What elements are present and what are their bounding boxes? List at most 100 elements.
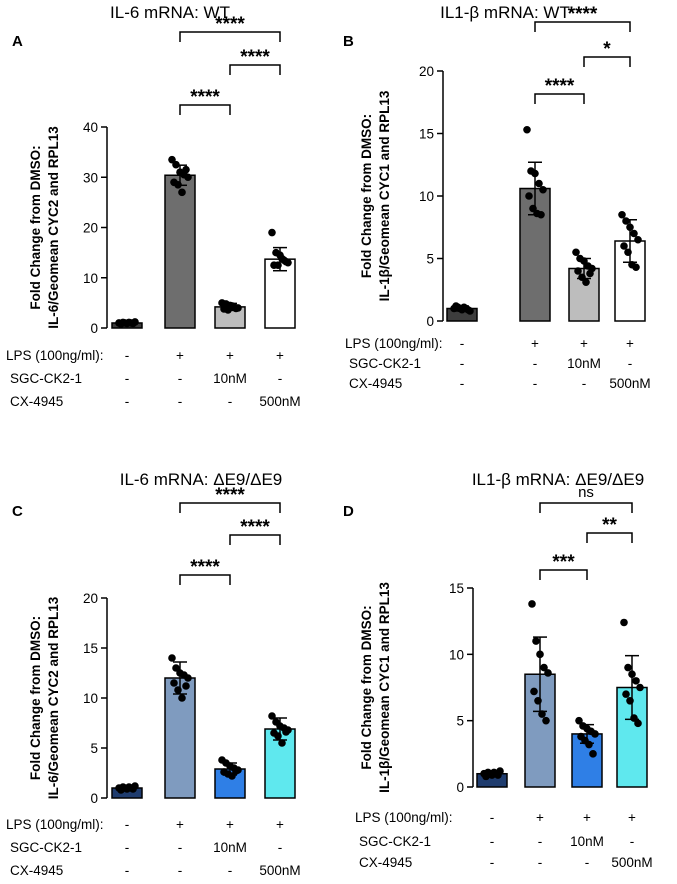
- data-point: [622, 217, 630, 225]
- condition-value: -: [538, 834, 543, 849]
- data-point: [618, 210, 626, 219]
- data-point: [620, 242, 628, 250]
- condition-value: -: [178, 394, 183, 409]
- data-point: [532, 637, 540, 645]
- significance-bracket: [229, 64, 281, 75]
- data-point: [129, 785, 137, 793]
- data-point: [538, 710, 546, 718]
- condition-value: -: [628, 356, 633, 371]
- condition-value: +: [176, 817, 184, 832]
- significance-bracket: [539, 502, 633, 513]
- condition-value: +: [276, 817, 284, 832]
- data-point: [170, 679, 178, 687]
- data-point: [586, 269, 594, 278]
- condition-value: -: [278, 371, 283, 386]
- condition-value: +: [536, 810, 544, 825]
- condition-value: -: [490, 810, 495, 825]
- data-point: [525, 192, 533, 200]
- significance-bracket: [179, 31, 281, 42]
- significance-label: ns: [578, 484, 594, 501]
- panel-label: A: [12, 33, 23, 50]
- data-point: [534, 696, 542, 705]
- condition-label: LPS (100ng/ml):: [6, 817, 104, 832]
- data-point: [536, 650, 544, 659]
- condition-value: +: [583, 810, 591, 825]
- y-tick-label: 20: [83, 221, 98, 236]
- bar: [519, 187, 551, 322]
- data-point: [174, 686, 182, 694]
- condition-value: -: [538, 855, 543, 870]
- condition-value: -: [125, 394, 130, 409]
- bar: [164, 174, 196, 329]
- y-tick-label: 5: [456, 714, 464, 729]
- data-point: [624, 248, 632, 257]
- significance-bracket: [179, 502, 281, 513]
- data-point: [575, 716, 583, 725]
- y-tick-label: 10: [83, 691, 98, 706]
- significance-label: ****: [568, 4, 598, 25]
- chart-title: IL-6 mRNA: WT: [110, 3, 230, 22]
- data-point: [268, 228, 276, 237]
- significance-label: *: [603, 39, 611, 60]
- condition-value: -: [125, 863, 130, 878]
- y-tick-label: 15: [419, 127, 434, 142]
- condition-value: +: [531, 336, 539, 351]
- significance-label: ***: [552, 552, 575, 573]
- data-point: [129, 319, 137, 328]
- significance-bracket: [583, 56, 631, 67]
- condition-value: -: [178, 371, 183, 386]
- y-tick-label: 10: [419, 189, 434, 204]
- condition-label: SGC-CK2-1: [359, 834, 431, 849]
- data-point: [178, 188, 186, 197]
- y-tick-label: 20: [419, 64, 434, 79]
- data-point: [634, 235, 642, 244]
- condition-label: LPS (100ng/ml):: [6, 348, 104, 363]
- condition-label: SGC-CK2-1: [10, 371, 82, 386]
- significance-label: ****: [545, 76, 575, 97]
- y-axis-label-line1: Fold Change from DMSO:: [359, 114, 374, 278]
- panel-c: C IL-6 mRNA: ΔE9/ΔE9 Fold Change from DMSO…: [6, 470, 301, 878]
- panel-label: B: [343, 33, 354, 50]
- condition-label: LPS (100ng/ml):: [355, 810, 453, 825]
- data-point: [537, 210, 545, 219]
- data-point: [172, 160, 180, 169]
- data-point: [542, 716, 550, 725]
- data-point: [184, 173, 192, 182]
- data-point: [636, 683, 644, 692]
- condition-value: -: [125, 840, 130, 855]
- condition-label: SGC-CK2-1: [10, 840, 82, 855]
- significance-label: **: [602, 515, 617, 536]
- condition-value: 10nM: [567, 356, 601, 371]
- y-tick-label: 40: [83, 120, 98, 135]
- y-tick-label: 0: [426, 314, 434, 329]
- chart-title: IL-6 mRNA: ΔE9/ΔE9: [120, 470, 283, 489]
- condition-value: +: [226, 348, 234, 363]
- data-point: [282, 728, 290, 736]
- y-tick-label: 0: [90, 791, 98, 806]
- data-point: [274, 261, 282, 269]
- condition-label: CX-4945: [359, 855, 412, 870]
- y-tick-label: 0: [456, 780, 464, 795]
- data-point: [620, 618, 628, 627]
- condition-value: -: [228, 394, 233, 409]
- panel-label: C: [12, 503, 23, 520]
- data-point: [523, 125, 531, 134]
- y-tick-label: 5: [90, 741, 98, 756]
- data-point: [574, 267, 582, 275]
- data-point: [582, 278, 590, 287]
- data-point: [182, 682, 190, 690]
- significance-bracket: [179, 104, 231, 115]
- significance-label: ****: [215, 14, 245, 35]
- data-point: [278, 739, 286, 747]
- data-point: [591, 730, 599, 738]
- condition-value: +: [628, 810, 636, 825]
- panel-b: B IL1-β mRNA: WT Fold Change from DMSO: IL-…: [343, 3, 651, 391]
- chart-title: IL1-β mRNA: ΔE9/ΔE9: [472, 470, 644, 489]
- y-axis-label-line1: Fold Change from DMSO:: [359, 605, 374, 769]
- y-tick-label: 10: [449, 647, 464, 662]
- y-axis-label-line2: IL-1β/Geomean CYC1 and RPL13: [377, 90, 392, 301]
- y-tick-label: 10: [83, 271, 98, 286]
- significance-label: ****: [215, 485, 245, 506]
- data-point: [540, 663, 548, 672]
